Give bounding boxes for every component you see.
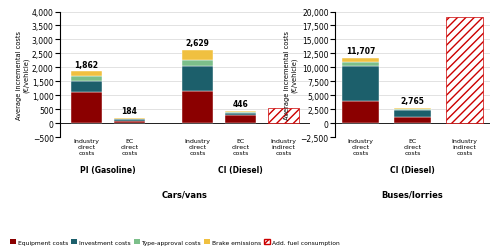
Text: 446: 446 xyxy=(232,100,248,109)
Bar xyxy=(226,111,256,112)
Text: 184: 184 xyxy=(122,107,138,116)
Bar xyxy=(394,118,431,124)
Bar xyxy=(114,122,144,124)
Bar xyxy=(72,93,102,124)
Bar xyxy=(226,114,256,116)
Bar xyxy=(114,118,144,119)
Bar xyxy=(394,108,431,110)
Bar xyxy=(72,76,102,82)
Bar xyxy=(226,116,256,124)
Bar xyxy=(342,63,379,67)
Bar xyxy=(72,82,102,93)
Bar xyxy=(114,119,144,120)
Bar xyxy=(394,110,431,111)
Bar xyxy=(72,72,102,76)
Bar xyxy=(342,67,379,102)
Bar xyxy=(182,67,213,92)
Bar xyxy=(182,61,213,67)
Text: 11,707: 11,707 xyxy=(346,47,375,56)
Text: 1,862: 1,862 xyxy=(74,60,98,70)
Y-axis label: Average incremental costs
(€/vehicle): Average incremental costs (€/vehicle) xyxy=(284,31,298,119)
Text: Buses/lorries: Buses/lorries xyxy=(382,190,444,199)
Text: PI (Gasoline): PI (Gasoline) xyxy=(80,165,136,174)
Bar xyxy=(394,111,431,117)
Bar xyxy=(446,18,483,124)
Bar xyxy=(114,120,144,122)
Bar xyxy=(342,102,379,124)
Bar xyxy=(182,50,213,61)
Legend: Equipment costs, Investment costs, Type-approval costs, Brake emissions, Add. fu: Equipment costs, Investment costs, Type-… xyxy=(8,237,342,247)
Text: 2,629: 2,629 xyxy=(186,39,210,48)
Text: CI (Diesel): CI (Diesel) xyxy=(218,165,263,174)
Bar xyxy=(342,58,379,63)
Bar xyxy=(182,92,213,124)
Text: CI (Diesel): CI (Diesel) xyxy=(390,165,435,174)
Bar xyxy=(226,112,256,114)
Bar xyxy=(268,108,298,124)
Text: 2,765: 2,765 xyxy=(400,97,424,106)
Text: Cars/vans: Cars/vans xyxy=(162,190,208,199)
Y-axis label: Average incremental costs
(€/vehicle): Average incremental costs (€/vehicle) xyxy=(16,31,29,119)
